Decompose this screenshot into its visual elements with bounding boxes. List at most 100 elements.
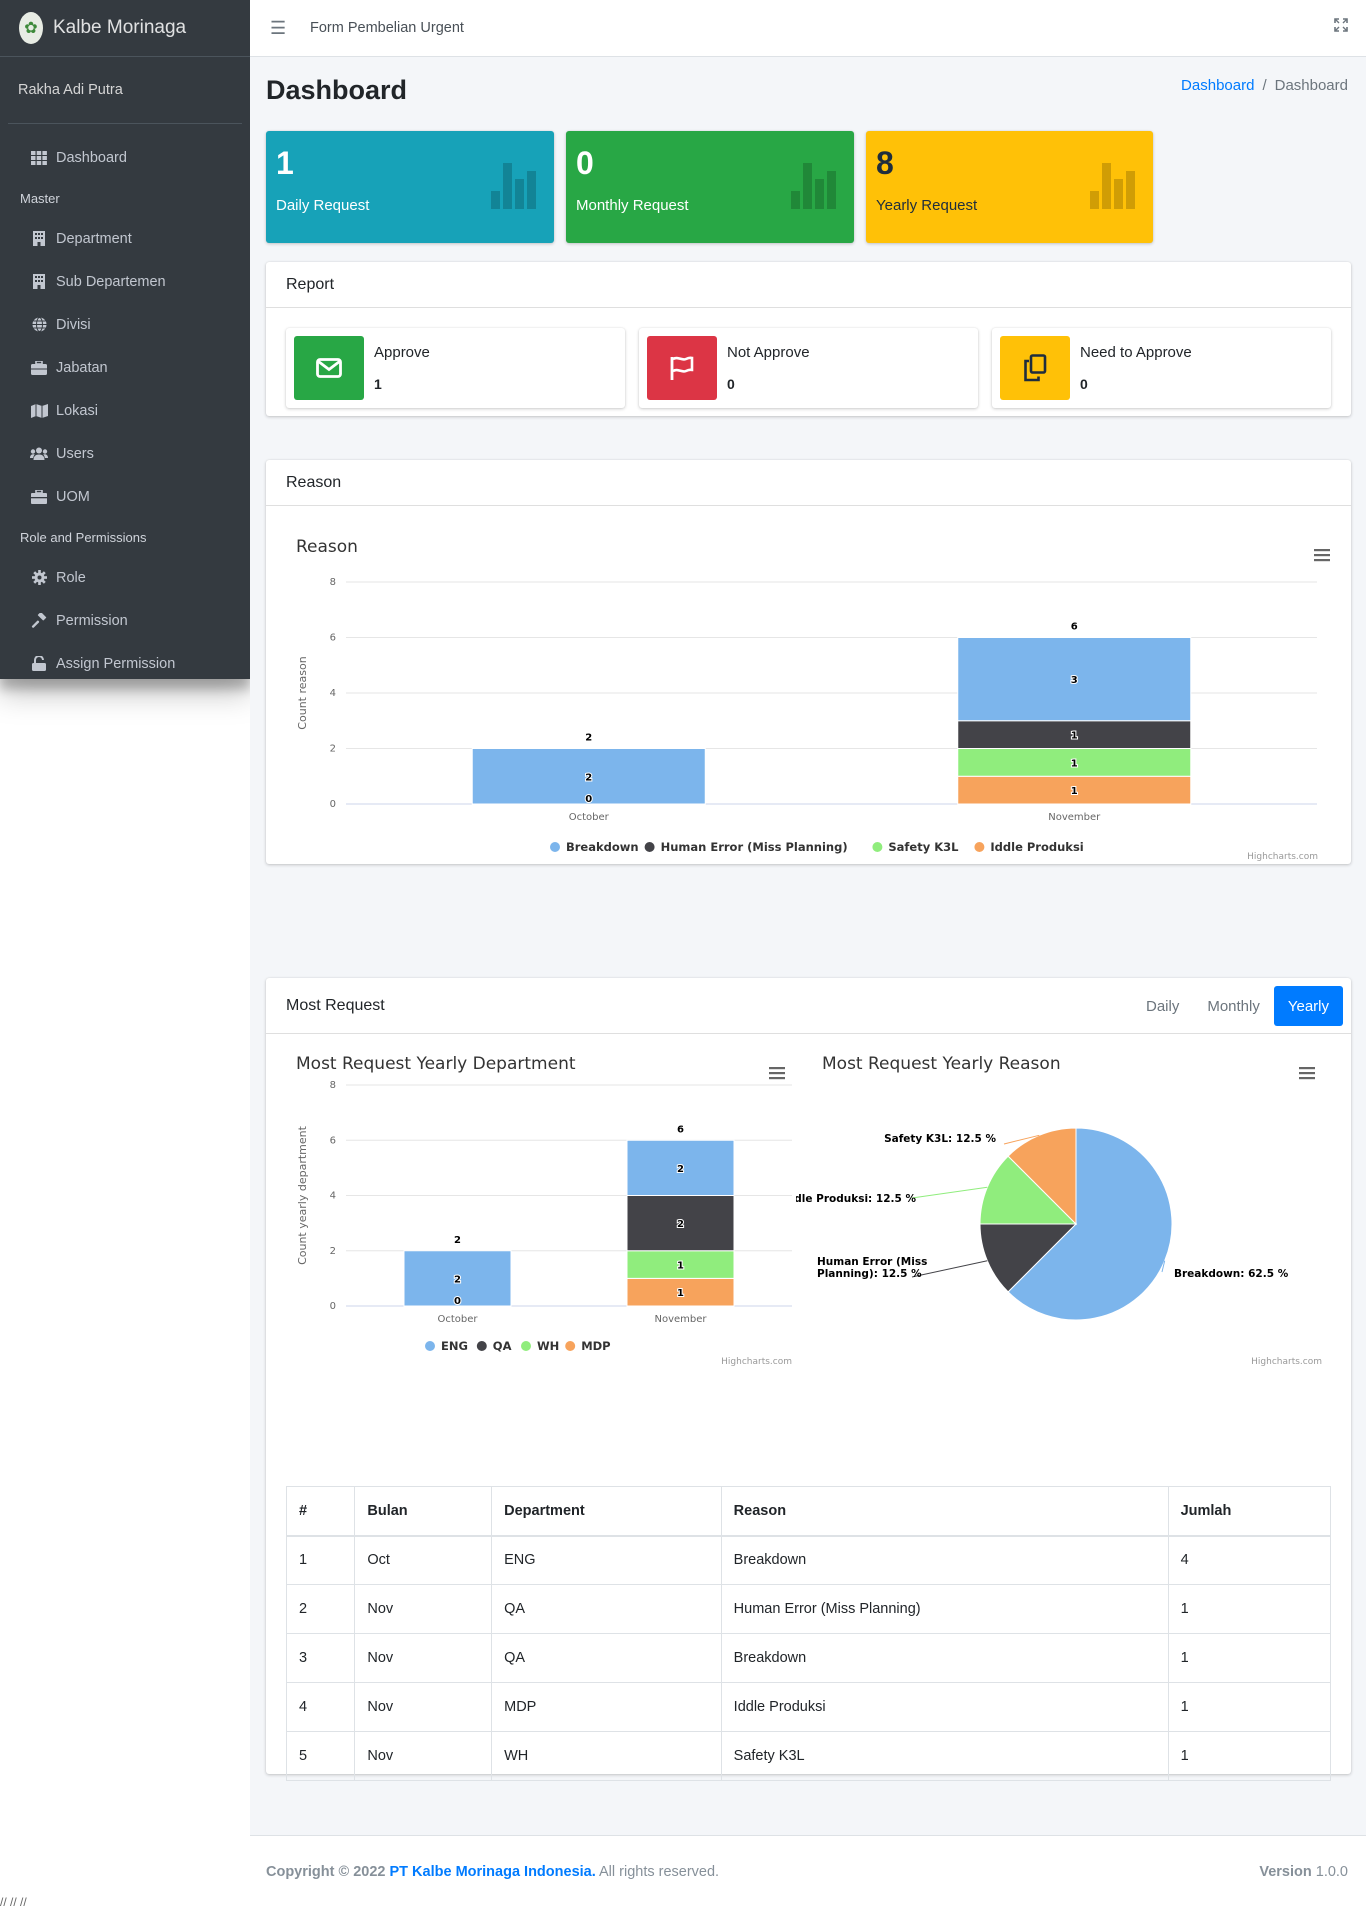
bar-zero-label: 0 [454,1296,461,1307]
bar-data-label: 1 [1071,731,1078,742]
bar-qa[interactable] [626,1195,735,1252]
x-tick-label: November [1048,812,1101,823]
tab-monthly[interactable]: Monthly [1207,997,1260,1015]
y-tick-label: 6 [330,1135,336,1146]
bar-data-label: 2 [454,1274,461,1285]
chart-credits[interactable]: Highcharts.com [721,1357,792,1367]
table-cell: 1 [1167,1682,1332,1732]
reason-chart: Reason 0 2 4 6 8 Count reason October 2 0 2 Novembe… [296,537,1330,862]
users-icon [28,447,50,460]
th-icon [28,150,50,165]
bar-eng[interactable] [403,1250,512,1307]
building-icon [28,231,50,246]
sidebar-item-uom[interactable]: UOM [0,475,250,518]
column-header[interactable]: Bulan [354,1486,493,1537]
report-box-approve[interactable]: Approve 1 [286,328,625,408]
stat-box-yearly-request[interactable]: 8 Yearly Request [866,131,1153,243]
version-label: Version [1259,1864,1312,1880]
bar-breakdown[interactable] [471,748,706,805]
sidebar-item-sub-departemen[interactable]: Sub Departemen [0,260,250,303]
report-box-not-approve[interactable]: Not Approve 0 [639,328,978,408]
company-link[interactable]: PT Kalbe Morinaga Indonesia. [389,1864,596,1880]
top-navbar: ☰ Form Pembelian Urgent [250,0,1366,57]
chart-menu-icon[interactable] [769,1067,785,1080]
bar-data-label: 2 [585,772,592,783]
user-panel[interactable]: Rakha Adi Putra [8,57,242,124]
sidebar-item-divisi[interactable]: Divisi [0,303,250,346]
menu-toggle-icon[interactable]: ☰ [270,17,287,38]
sidebar-item-label: Divisi [56,316,91,333]
bar-iddle-produksi[interactable] [957,775,1192,805]
brand-link[interactable]: ✿ Kalbe Morinaga [0,0,250,57]
chart-credits[interactable]: Highcharts.com [1251,1357,1322,1367]
chart-credits[interactable]: Highcharts.com [1247,852,1318,862]
legend-item[interactable]: WH [521,1339,559,1353]
pie-slice-breakdown[interactable] [1007,1127,1173,1321]
topbar-title[interactable]: Form Pembelian Urgent [310,20,464,36]
chart-menu-icon[interactable] [1299,1067,1315,1080]
brand-logo-icon: ✿ [19,12,43,44]
table-cell: Breakdown [720,1535,1169,1585]
pie-slice-human-error-miss-planning-[interactable] [979,1223,1078,1293]
bar-safety-k3l[interactable] [957,748,1192,777]
report-box-need-to-approve[interactable]: Need to Approve 0 [992,328,1331,408]
pie-connector [911,1186,988,1199]
bar-chart-icon [491,163,536,209]
legend-item[interactable]: Breakdown [550,840,639,854]
sidebar-item-lokasi[interactable]: Lokasi [0,389,250,432]
pie-data-label: Human Error (Miss Planning): 12.5 % [817,1256,927,1280]
y-tick-label: 2 [330,1246,336,1257]
sidebar-item-label: UOM [56,488,90,505]
page-title: Dashboard [266,75,408,105]
table-body: 1 Oct ENG Breakdown 4 2 Nov QA Human Error (Miss… [285,1535,1332,1781]
column-header[interactable]: Department [491,1486,722,1537]
bar-human-error-miss-planning-[interactable] [957,720,1192,749]
sidebar-item-users[interactable]: Users [0,432,250,475]
column-header[interactable]: Jumlah [1167,1486,1332,1537]
bar-data-label: 1 [677,1261,684,1272]
table-cell: QA [491,1584,722,1634]
legend-item[interactable]: QA [476,1339,512,1353]
breadcrumb-home-link[interactable]: Dashboard [1181,77,1255,94]
legend-label: QA [493,1339,512,1353]
x-tick-label: October [569,812,610,823]
stat-box-monthly-request[interactable]: 0 Monthly Request [566,131,854,243]
sidebar-item-permission[interactable]: Permission [0,599,250,642]
bar-data-label: 3 [1071,675,1078,686]
legend-label: MDP [581,1339,610,1353]
stat-box-daily-request[interactable]: 1 Daily Request [266,131,554,243]
bar-wh[interactable] [626,1250,735,1279]
tab-daily[interactable]: Daily [1145,997,1180,1015]
table-header-row: # Bulan Department Reason Jumlah [285,1486,1332,1537]
pie-slice-iddle-produksi[interactable] [979,1155,1078,1225]
sidebar-item-assign-permission[interactable]: Assign Permission [0,642,250,679]
legend-label: Iddle Produksi [990,840,1083,854]
sidebar-item-department[interactable]: Department [0,217,250,260]
sidebar-item-label: Jabatan [56,359,108,376]
bar-eng[interactable] [626,1139,735,1196]
chart-menu-icon[interactable] [1314,549,1330,562]
sidebar-item-role[interactable]: Role [0,556,250,599]
column-header[interactable]: Reason [720,1486,1169,1537]
bar-chart-icon [791,163,836,209]
sidebar-item-dashboard[interactable]: Dashboard [0,136,250,179]
tab-yearly[interactable]: Yearly [1273,986,1343,1026]
legend-label: WH [537,1339,559,1353]
table-cell: Oct [354,1535,493,1585]
fullscreen-icon[interactable] [1334,18,1348,37]
legend-label: Breakdown [566,840,639,854]
legend-item[interactable]: Iddle Produksi [974,840,1084,854]
legend-item[interactable]: Human Error (Miss Planning) [644,840,848,854]
bar-breakdown[interactable] [957,637,1192,722]
content-wrapper: Dashboard Dashboard / Dashboard 1 Daily Req… [250,57,1366,1835]
sidebar-item-jabatan[interactable]: Jabatan [0,346,250,389]
pie-slice-safety-k3l[interactable] [1007,1127,1077,1226]
legend-item[interactable]: Safety K3L [872,840,959,854]
column-header[interactable]: # [285,1486,356,1537]
pie-data-label: Safety K3L: 12.5 % [884,1133,996,1145]
legend-item[interactable]: ENG [425,1339,468,1353]
user-name[interactable]: Rakha Adi Putra [18,82,123,98]
legend-item[interactable]: MDP [565,1339,611,1353]
table-cell: 2 [285,1584,356,1634]
bar-mdp[interactable] [626,1277,735,1307]
